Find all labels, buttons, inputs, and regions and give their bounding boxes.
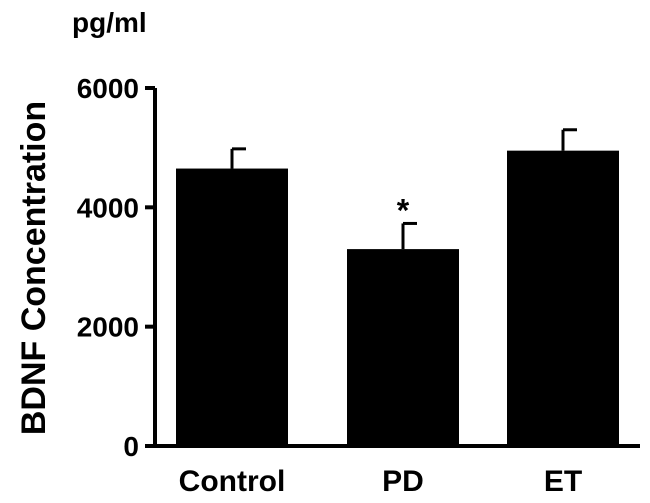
significance-marker: * <box>397 192 410 228</box>
bar-et <box>507 150 619 446</box>
y-tick-label: 4000 <box>77 192 139 223</box>
x-tick-label-et: ET <box>544 465 582 498</box>
unit-label: pg/ml <box>72 7 147 38</box>
x-tick-label-pd: PD <box>382 465 424 498</box>
y-tick-label: 6000 <box>77 73 139 104</box>
y-tick-label: 0 <box>123 431 139 462</box>
y-tick-label: 2000 <box>77 312 139 343</box>
y-axis-label: BDNF Concentration <box>15 101 53 435</box>
x-tick-label-control: Control <box>179 465 286 498</box>
bar-pd <box>347 249 459 446</box>
bar-control <box>176 168 288 447</box>
